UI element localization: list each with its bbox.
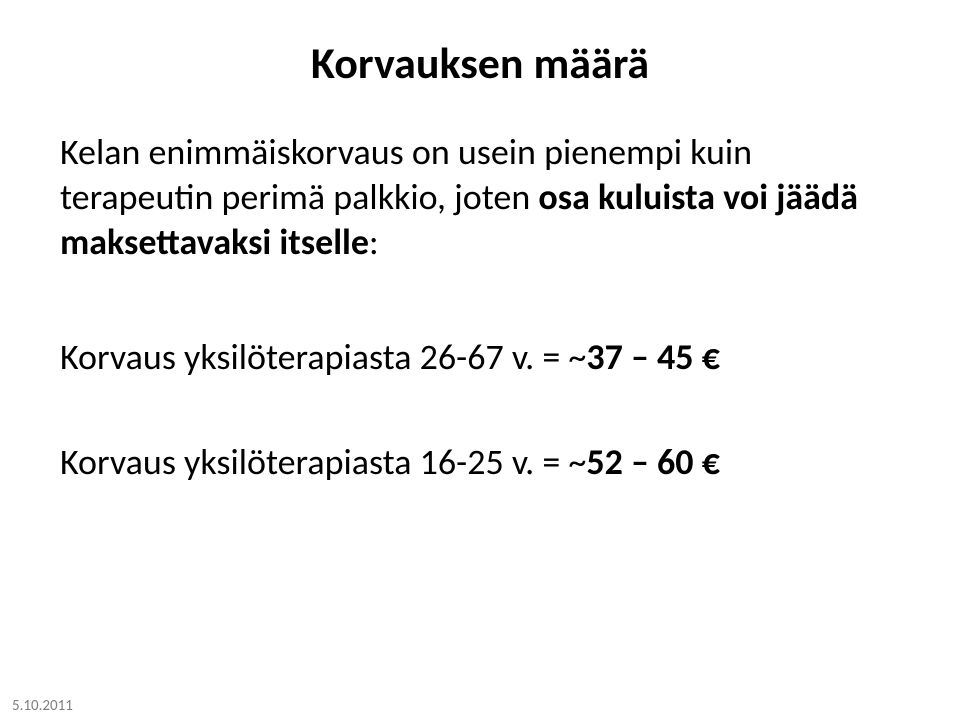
intro-text-after: : xyxy=(369,220,379,264)
rate-line-26-67-value: 37 – 45 € xyxy=(586,335,720,379)
rate-line-26-67-label: Korvaus yksilöterapiasta 26-67 v. = ~ xyxy=(60,335,586,379)
footer-date: 5.10.2011 xyxy=(12,697,73,715)
paragraph-intro: Kelan enimmäiskorvaus on usein pienempi … xyxy=(60,130,900,265)
rate-line-16-25-value: 52 – 60 € xyxy=(586,440,720,484)
body-text: Kelan enimmäiskorvaus on usein pienempi … xyxy=(60,130,900,485)
rate-line-16-25-label: Korvaus yksilöterapiasta 16-25 v. = ~ xyxy=(60,440,586,484)
page-title: Korvauksen määrä xyxy=(60,36,900,90)
slide: Korvauksen määrä Kelan enimmäiskorvaus o… xyxy=(0,0,960,723)
rate-line-16-25: Korvaus yksilöterapiasta 16-25 v. = ~52 … xyxy=(60,440,900,485)
rate-line-26-67: Korvaus yksilöterapiasta 26-67 v. = ~37 … xyxy=(60,335,900,380)
